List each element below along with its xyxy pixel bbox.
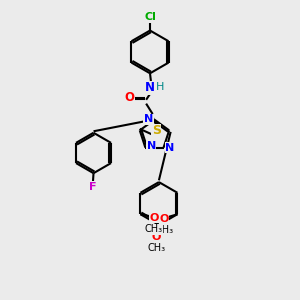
Text: S: S <box>152 124 161 137</box>
Text: N: N <box>144 81 154 94</box>
Text: N: N <box>147 141 156 151</box>
Text: O: O <box>125 91 135 104</box>
Text: N: N <box>144 114 153 124</box>
Text: CH₃: CH₃ <box>155 225 173 235</box>
Text: O: O <box>159 214 169 224</box>
Text: O: O <box>149 213 158 223</box>
Text: O: O <box>151 232 160 242</box>
Text: H: H <box>156 82 164 92</box>
Text: CH₃: CH₃ <box>148 243 166 253</box>
Text: F: F <box>89 182 97 192</box>
Text: CH₃: CH₃ <box>145 224 163 234</box>
Text: N: N <box>166 142 175 153</box>
Text: Cl: Cl <box>144 12 156 22</box>
